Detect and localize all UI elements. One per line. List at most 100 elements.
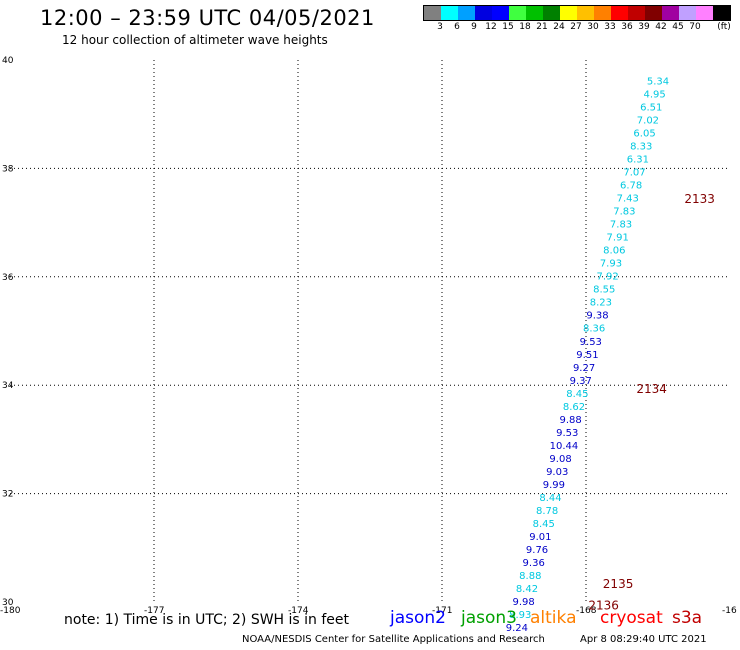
legend-swatch — [509, 6, 526, 20]
wave-height-point: 9.38 — [586, 311, 608, 322]
lat-tick-label: 30 — [2, 598, 14, 608]
wave-height-point: 8.44 — [539, 493, 561, 504]
color-legend — [423, 5, 731, 21]
page-subtitle: 12 hour collection of altimeter wave hei… — [62, 33, 328, 47]
legend-swatch — [713, 6, 730, 20]
legend-label: 21 — [536, 22, 548, 32]
legend-swatch — [424, 6, 441, 20]
legend-swatch — [645, 6, 662, 20]
wave-height-point: 6.51 — [640, 103, 662, 114]
satellite-name: s3a — [672, 608, 703, 628]
legend-swatch — [441, 6, 458, 20]
legend-swatch — [611, 6, 628, 20]
lat-tick-label: 34 — [2, 381, 14, 391]
legend-label: 15 — [502, 22, 514, 32]
satellite-name: altika — [530, 608, 577, 628]
wave-height-point: 7.02 — [637, 116, 659, 127]
wave-height-point: 9.37 — [570, 376, 592, 387]
lat-tick-label: 32 — [2, 490, 13, 500]
lon-tick-label: -171 — [432, 606, 452, 616]
legend-label: 6 — [454, 22, 460, 32]
legend-label: 12 — [485, 22, 497, 32]
lon-tick-label: -177 — [144, 606, 164, 616]
legend-swatch — [628, 6, 645, 20]
satellite-name: cryosat — [600, 608, 663, 628]
wave-height-point: 8.55 — [593, 285, 615, 296]
wave-height-point: 8.33 — [630, 142, 652, 153]
legend-label: 45 — [672, 22, 684, 32]
wave-height-point: 9.98 — [512, 597, 534, 608]
wave-height-point: 9.53 — [556, 428, 578, 439]
legend-swatch — [475, 6, 492, 20]
legend-label: 36 — [621, 22, 633, 32]
legend-label: 3 — [437, 22, 443, 32]
legend-label: 70 — [689, 22, 701, 32]
legend-label: 27 — [570, 22, 582, 32]
legend-swatch — [526, 6, 543, 20]
wave-height-point: 9.88 — [560, 415, 582, 426]
lat-tick-label: 40 — [2, 56, 14, 66]
wave-height-point: 8.23 — [590, 298, 612, 309]
legend-swatch — [662, 6, 679, 20]
wave-height-point: 8.88 — [519, 571, 541, 582]
credit-timestamp: Apr 8 08:29:40 UTC 2021 — [580, 634, 707, 645]
wave-height-point: 7.92 — [596, 272, 618, 283]
legend-swatch — [594, 6, 611, 20]
wave-height-point: 9.08 — [549, 454, 571, 465]
wave-height-point: 9.01 — [529, 532, 551, 543]
wave-height-point: 7.43 — [617, 194, 639, 205]
wave-height-point: 7.91 — [607, 233, 629, 244]
wave-height-point: 9.03 — [546, 467, 568, 478]
wave-height-point: 6.05 — [633, 129, 655, 140]
legend-label: 18 — [519, 22, 531, 32]
page-title: 12:00 – 23:59 UTC 04/05/2021 — [40, 6, 375, 30]
color-legend-labels: 3 6 9 12 15 18 21 24 27 30 33 36 39 42 45 70 (ft) — [423, 22, 740, 34]
time-label: 2136 — [588, 599, 619, 613]
wave-height-point: 9.76 — [526, 545, 548, 556]
legend-swatch — [679, 6, 696, 20]
wave-height-point: 8.93 — [509, 610, 531, 621]
legend-label: 9 — [471, 22, 477, 32]
wave-height-point: 8.42 — [516, 584, 538, 595]
wave-height-point: 6.31 — [627, 155, 649, 166]
lon-tick-label: -16 — [722, 606, 737, 616]
satellite-name: jason3 — [461, 608, 517, 628]
legend-swatch — [492, 6, 509, 20]
footer-note: note: 1) Time is in UTC; 2) SWH is in fe… — [64, 612, 350, 628]
wave-height-point: 8.45 — [533, 519, 555, 530]
legend-label: 30 — [587, 22, 599, 32]
wave-height-point: 6.78 — [620, 181, 642, 192]
lat-tick-label: 38 — [2, 164, 14, 174]
wave-height-point: 9.36 — [523, 558, 545, 569]
lon-tick-label: -168 — [576, 606, 597, 616]
wave-height-point: 9.27 — [573, 363, 595, 374]
wave-height-point: 9.51 — [576, 350, 598, 361]
wave-height-point: 9.24 — [506, 623, 528, 634]
wave-height-point: 8.45 — [566, 389, 588, 400]
wave-height-point: 7.07 — [623, 168, 645, 179]
wave-height-point: 7.83 — [610, 220, 632, 231]
legend-label: 42 — [655, 22, 667, 32]
time-label: 2133 — [684, 192, 715, 206]
lat-tick-label: 36 — [2, 273, 14, 283]
wave-height-point: 7.83 — [613, 207, 635, 218]
legend-swatch — [696, 6, 713, 20]
legend-swatch — [458, 6, 475, 20]
credit-text: NOAA/NESDIS Center for Satellite Applica… — [242, 634, 545, 645]
legend-swatch — [560, 6, 577, 20]
wave-height-point: 9.53 — [580, 337, 602, 348]
legend-swatch — [577, 6, 594, 20]
wave-height-point: 7.93 — [600, 259, 622, 270]
wave-height-point: 4.95 — [644, 90, 666, 101]
legend-label: 33 — [604, 22, 616, 32]
wave-height-point: 8.78 — [536, 506, 558, 517]
time-label: 2134 — [636, 382, 667, 396]
wave-height-point: 8.36 — [583, 324, 605, 335]
legend-label: 39 — [638, 22, 650, 32]
legend-label: (ft) — [717, 22, 731, 32]
lon-tick-label: -180 — [0, 606, 21, 616]
wave-height-point: 10.44 — [550, 441, 579, 452]
wave-height-point: 8.62 — [563, 402, 585, 413]
